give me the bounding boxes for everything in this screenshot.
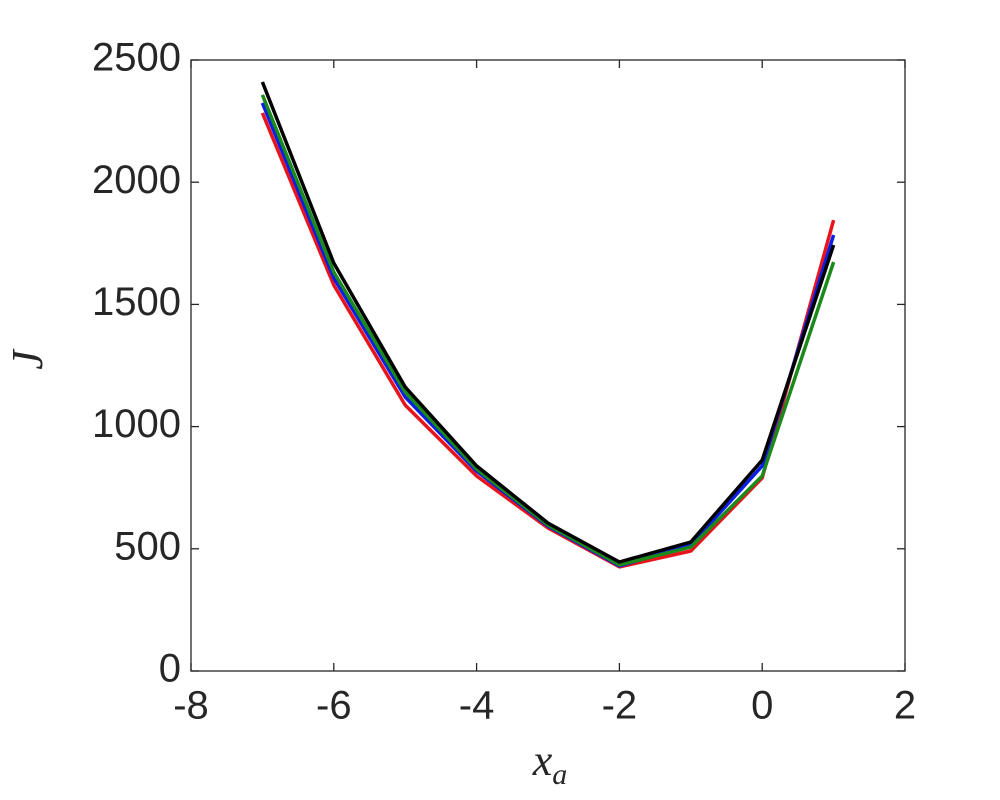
y-tick-label: 2500 — [92, 36, 181, 80]
data-line — [260, 81, 836, 564]
data-line — [260, 94, 836, 567]
x-tick-label: -8 — [173, 684, 209, 728]
x-tick-label: 0 — [751, 684, 773, 728]
x-tick-label: -2 — [602, 684, 638, 728]
x-tick-label: 2 — [894, 684, 916, 728]
x-tick-label: -6 — [316, 684, 352, 728]
x-tick-label: -4 — [459, 684, 495, 728]
x-axis-label-subscript: a — [552, 758, 567, 791]
plot-frame — [190, 59, 906, 672]
y-axis-label: J — [3, 348, 52, 370]
y-tick-label: 1500 — [92, 280, 181, 324]
y-tick-label: 2000 — [92, 158, 181, 202]
y-tick-label: 500 — [114, 524, 181, 568]
y-tick-label: 0 — [159, 647, 181, 691]
data-line — [260, 102, 836, 568]
y-tick-label: 1000 — [92, 402, 181, 446]
x-axis-label: xa — [532, 736, 568, 791]
x-axis-label-base: x — [532, 736, 553, 785]
data-line — [260, 112, 836, 569]
